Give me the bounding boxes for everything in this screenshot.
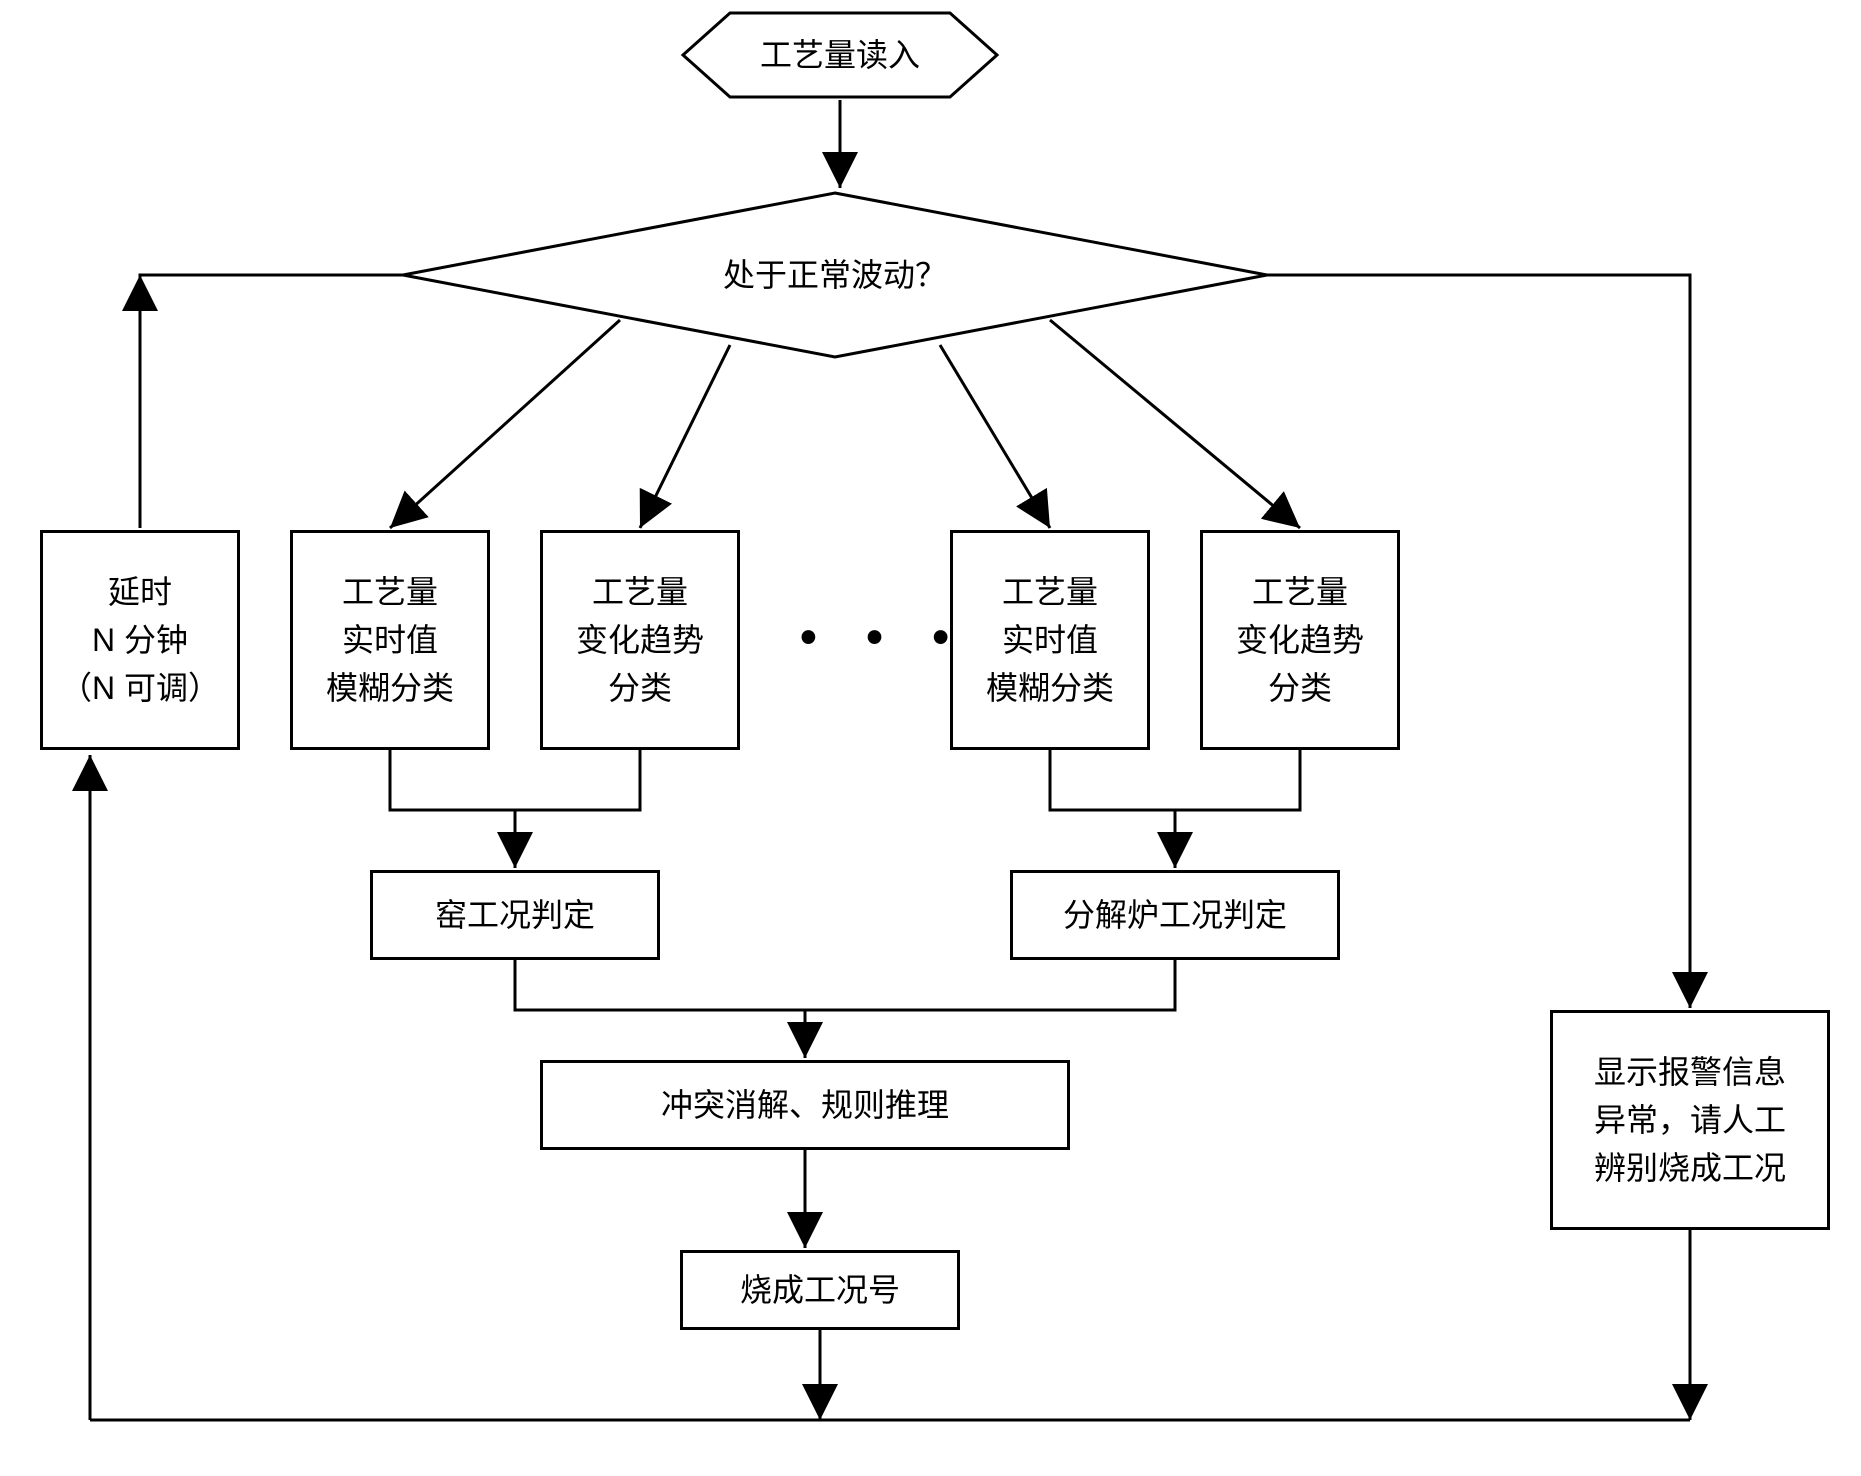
process-2-node: 工艺量 变化趋势 分类 [540,530,740,750]
alarm-node: 显示报警信息 异常，请人工 辨别烧成工况 [1550,1010,1830,1230]
start-node: 工艺量读入 [680,10,1000,100]
conflict-label: 冲突消解、规则推理 [661,1081,949,1129]
delay-label: 延时 N 分钟 （N 可调） [60,568,220,712]
process-3-node: 工艺量 实时值 模糊分类 [950,530,1150,750]
start-label: 工艺量读入 [680,10,1000,100]
decision-node: 处于正常波动？ [400,190,1270,360]
process-3-label: 工艺量 实时值 模糊分类 [986,568,1114,712]
result-label: 烧成工况号 [740,1266,900,1314]
calciner-label: 分解炉工况判定 [1063,891,1287,939]
ellipsis-dots: • • • [800,610,967,665]
process-4-label: 工艺量 变化趋势 分类 [1236,568,1364,712]
decision-label: 处于正常波动？ [400,190,1270,360]
kiln-node: 窑工况判定 [370,870,660,960]
delay-node: 延时 N 分钟 （N 可调） [40,530,240,750]
result-node: 烧成工况号 [680,1250,960,1330]
conflict-node: 冲突消解、规则推理 [540,1060,1070,1150]
process-2-label: 工艺量 变化趋势 分类 [576,568,704,712]
calciner-node: 分解炉工况判定 [1010,870,1340,960]
process-1-label: 工艺量 实时值 模糊分类 [326,568,454,712]
process-1-node: 工艺量 实时值 模糊分类 [290,530,490,750]
alarm-label: 显示报警信息 异常，请人工 辨别烧成工况 [1594,1048,1786,1192]
process-4-node: 工艺量 变化趋势 分类 [1200,530,1400,750]
kiln-label: 窑工况判定 [435,891,595,939]
